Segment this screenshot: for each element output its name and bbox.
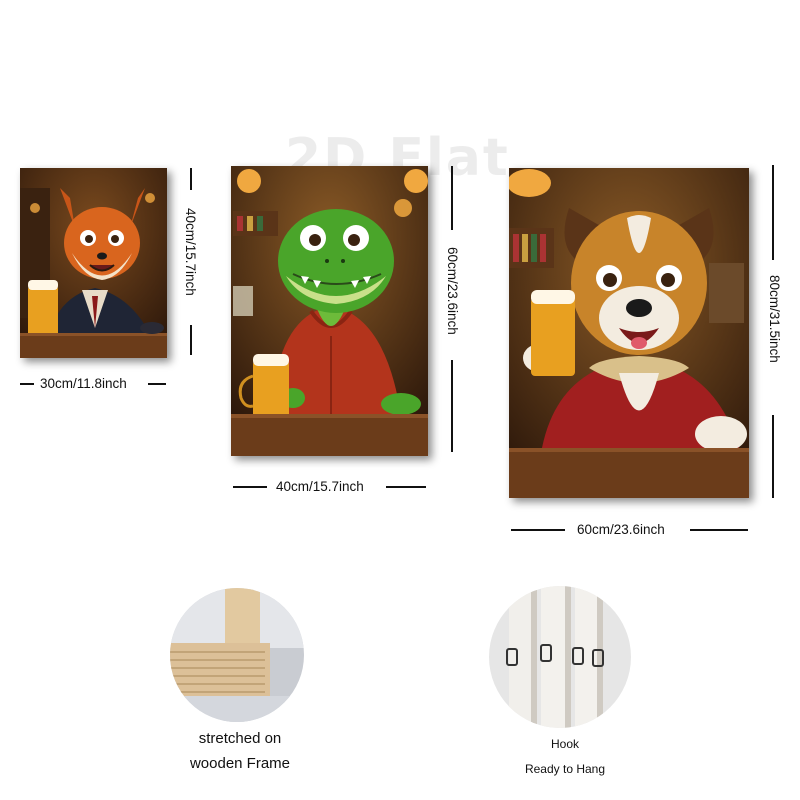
crocodile-height-label: 60cm/23.6inch: [445, 247, 460, 335]
crocodile-height-line-top: [451, 166, 453, 230]
fox-height-label: 40cm/15.7inch: [183, 208, 198, 296]
dog-height-label: 80cm/31.5inch: [767, 275, 782, 363]
fox-width-line-right: [148, 383, 166, 385]
dog-width-label: 60cm/23.6inch: [577, 522, 665, 537]
fox-width-line-left: [20, 383, 34, 385]
frame-caption-line1: stretched on: [198, 730, 282, 747]
fox-width-label: 30cm/11.8inch: [40, 376, 127, 391]
dog-width-line-left: [511, 529, 565, 531]
crocodile-width-line-right: [386, 486, 426, 488]
hook-detail-image: [489, 586, 631, 728]
fox-height-line-top: [190, 168, 192, 190]
dog-height-line-bottom: [772, 415, 774, 498]
hook-caption-line1: Hook: [550, 737, 579, 751]
crocodile-canvas-print: [231, 166, 428, 456]
hook-caption-line2: Ready to Hang: [524, 762, 606, 776]
fox-height-line-bottom: [190, 325, 192, 355]
hook-caption: Hook Ready to Hang: [480, 737, 650, 776]
wooden-frame-detail-image: [170, 588, 304, 722]
crocodile-width-label: 40cm/15.7inch: [276, 479, 364, 494]
frame-caption: stretched on wooden Frame: [150, 730, 330, 772]
dog-canvas-print: [509, 168, 749, 498]
crocodile-width-line-left: [233, 486, 267, 488]
dog-width-line-right: [690, 529, 748, 531]
crocodile-height-line-bottom: [451, 360, 453, 452]
dog-height-line-top: [772, 165, 774, 260]
fox-canvas-print: [20, 168, 167, 358]
frame-caption-line2: wooden Frame: [189, 755, 291, 772]
